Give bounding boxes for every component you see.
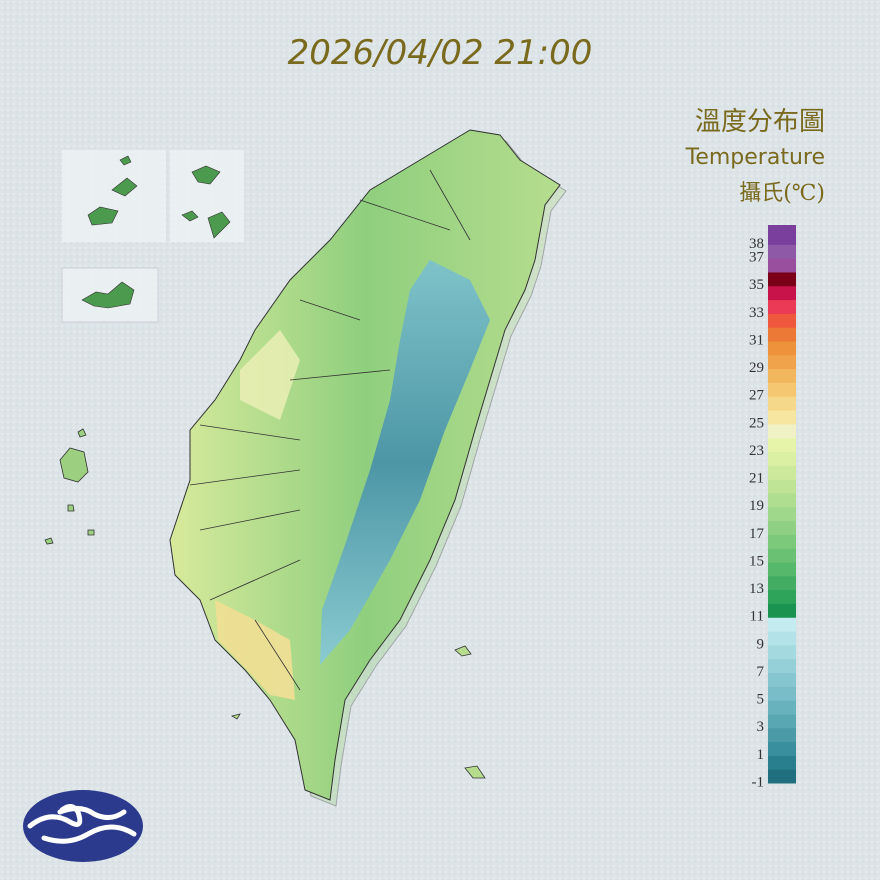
legend-tick-label: 1 bbox=[757, 747, 765, 763]
legend-tick-label: 23 bbox=[749, 443, 764, 459]
legend-swatch bbox=[768, 603, 796, 618]
legend-swatch bbox=[768, 451, 796, 466]
legend-swatch bbox=[768, 271, 796, 287]
legend-swatch bbox=[768, 672, 796, 687]
legend-swatch bbox=[768, 769, 796, 784]
legend-swatch bbox=[768, 631, 796, 646]
legend-tick-label: 15 bbox=[749, 553, 764, 569]
legend-tick-label: 5 bbox=[757, 692, 765, 708]
legend-swatch bbox=[768, 354, 796, 370]
legend-swatch bbox=[768, 382, 796, 397]
legend-swatch bbox=[768, 686, 796, 701]
logo bbox=[23, 790, 143, 862]
timestamp: 2026/04/02 21:00 bbox=[288, 33, 593, 73]
legend-swatch bbox=[768, 479, 796, 494]
legend-swatch bbox=[768, 423, 796, 439]
legend-swatch bbox=[768, 465, 796, 480]
legend-swatch bbox=[768, 341, 796, 356]
legend-unit: 攝氏(℃) bbox=[739, 181, 825, 206]
legend-swatch bbox=[768, 700, 796, 715]
legend-swatch bbox=[768, 741, 796, 756]
legend-swatch bbox=[768, 313, 796, 328]
legend-tick-label: 7 bbox=[757, 664, 765, 680]
legend-tick-label: 3 bbox=[757, 719, 765, 735]
legend-tick-label: 35 bbox=[749, 277, 764, 293]
legend-swatch bbox=[768, 327, 796, 342]
taiwan bbox=[44, 129, 567, 807]
legend-swatch bbox=[768, 575, 796, 591]
legend-swatch bbox=[768, 285, 796, 301]
legend-swatch bbox=[768, 589, 796, 604]
legend-tick-label: 37 bbox=[749, 250, 765, 266]
legend-tick-label: 33 bbox=[749, 305, 764, 321]
legend-swatch bbox=[768, 520, 796, 535]
legend-tick-label: 17 bbox=[749, 526, 765, 542]
legend-swatch bbox=[768, 534, 796, 549]
legend-swatch bbox=[768, 617, 796, 632]
legend-swatch bbox=[768, 299, 796, 314]
legend-swatch bbox=[768, 410, 796, 425]
legend-tick-label: 29 bbox=[749, 360, 764, 376]
legend-title: 溫度分布圖 bbox=[695, 107, 825, 137]
legend-swatch bbox=[768, 258, 796, 273]
legend-tick-label: 27 bbox=[749, 388, 765, 404]
legend-swatch bbox=[768, 225, 796, 245]
legend-tick-label: 25 bbox=[749, 415, 764, 431]
inset-islands bbox=[61, 150, 244, 323]
legend-tick-label: 31 bbox=[749, 332, 764, 348]
legend-swatch bbox=[768, 368, 796, 383]
legend-swatch bbox=[768, 658, 796, 674]
legend-swatch bbox=[768, 437, 796, 453]
legend-tick-label: 9 bbox=[757, 636, 765, 652]
legend-swatch bbox=[768, 755, 796, 770]
legend-tick-label: 38 bbox=[749, 236, 764, 252]
legend-tick-label: 21 bbox=[749, 471, 764, 487]
legend-tick-label: 11 bbox=[750, 609, 764, 625]
legend-swatch bbox=[768, 644, 796, 660]
legend-subtitle: Temperature bbox=[685, 145, 825, 170]
legend-swatch bbox=[768, 548, 796, 563]
legend-swatch bbox=[768, 727, 796, 743]
legend-swatch bbox=[768, 244, 796, 259]
legend-tick-label: -1 bbox=[752, 774, 765, 790]
legend-swatch bbox=[768, 492, 796, 508]
legend-tick-label: 13 bbox=[749, 581, 764, 597]
legend-swatch bbox=[768, 713, 796, 729]
legend-swatch bbox=[768, 506, 796, 522]
legend-swatch bbox=[768, 562, 796, 577]
legend-tick-label: 19 bbox=[749, 498, 764, 514]
legend-swatch bbox=[768, 396, 796, 411]
